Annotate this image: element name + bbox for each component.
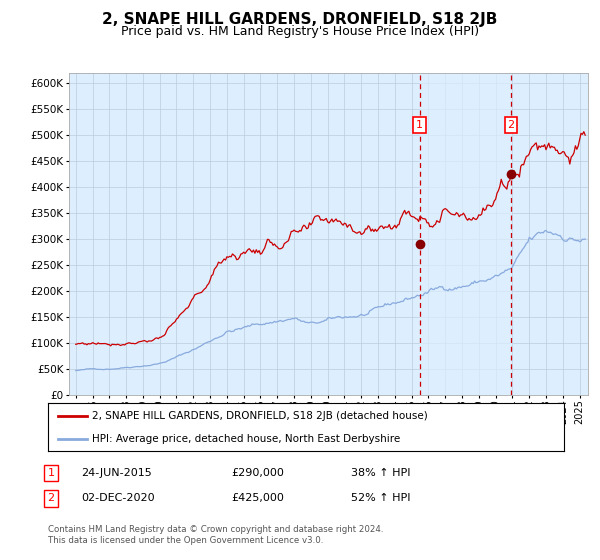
Text: £425,000: £425,000 bbox=[231, 493, 284, 503]
Text: £290,000: £290,000 bbox=[231, 468, 284, 478]
Text: HPI: Average price, detached house, North East Derbyshire: HPI: Average price, detached house, Nort… bbox=[92, 434, 400, 444]
Text: 02-DEC-2020: 02-DEC-2020 bbox=[81, 493, 155, 503]
Text: 2: 2 bbox=[47, 493, 55, 503]
Text: 1: 1 bbox=[47, 468, 55, 478]
Text: Price paid vs. HM Land Registry's House Price Index (HPI): Price paid vs. HM Land Registry's House … bbox=[121, 25, 479, 38]
Bar bbox=[420, 73, 511, 395]
Text: Contains HM Land Registry data © Crown copyright and database right 2024.
This d: Contains HM Land Registry data © Crown c… bbox=[48, 525, 383, 545]
Text: 52% ↑ HPI: 52% ↑ HPI bbox=[351, 493, 410, 503]
Text: 24-JUN-2015: 24-JUN-2015 bbox=[81, 468, 152, 478]
Text: 2, SNAPE HILL GARDENS, DRONFIELD, S18 2JB: 2, SNAPE HILL GARDENS, DRONFIELD, S18 2J… bbox=[103, 12, 497, 27]
Text: 2: 2 bbox=[508, 120, 515, 130]
Text: 1: 1 bbox=[416, 120, 423, 130]
Text: 38% ↑ HPI: 38% ↑ HPI bbox=[351, 468, 410, 478]
Text: 2, SNAPE HILL GARDENS, DRONFIELD, S18 2JB (detached house): 2, SNAPE HILL GARDENS, DRONFIELD, S18 2J… bbox=[92, 411, 428, 421]
